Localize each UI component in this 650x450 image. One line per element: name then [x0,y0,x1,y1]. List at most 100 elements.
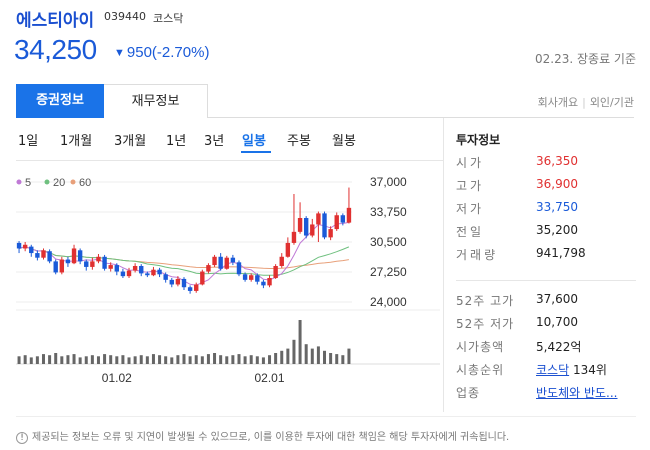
volume-bar [35,356,39,364]
period-monthly[interactable]: 월봉 [332,134,356,149]
candle-body [218,256,223,269]
volume-bar [115,356,119,364]
company-overview-link[interactable]: 회사개요 [537,96,579,109]
foreign-institution-link[interactable]: 외인/기관 [589,96,634,109]
candle-body [212,256,217,266]
volume-bar [231,355,235,364]
volume-bar [54,353,58,364]
moving-average-line [18,246,349,269]
candle-body [291,231,297,243]
volume-bar [206,354,210,364]
candle-body [273,266,278,278]
info-tabs: 증권정보 재무정보 회사개요 | 외인/기관 [16,84,634,118]
volume-bar [60,356,64,364]
candle-body [114,265,119,272]
volume-bar [66,355,70,364]
volume-bar [213,353,217,364]
invest-value: 코스닥 134위 [536,361,607,378]
invest-value-link[interactable]: 반도체와 반도... [536,386,618,400]
top-links: 회사개요 | 외인/기관 [538,94,634,110]
invest-title: 투자정보 [456,133,501,147]
invest-value: 반도체와 반도... [536,384,618,401]
candle-body [334,215,339,230]
period-daily[interactable]: 일봉 [242,134,266,149]
period-1d[interactable]: 1일 [18,134,39,149]
x-tick-label: 02.01 [255,371,285,385]
candle-body [322,213,327,238]
y-tick-label: 37,000 [370,175,407,189]
candle-body [16,242,22,249]
invest-value-link[interactable]: 코스닥 [536,363,570,377]
candle-body [279,256,284,266]
volume-bar [84,356,88,364]
disclaimer-text: 제공되는 정보는 오류 및 지연이 발생될 수 있으므로, 이를 이용한 투자에… [32,432,510,443]
candle-body [267,278,272,286]
footer-divider [16,416,636,417]
x-tick-label: 01.02 [102,371,132,385]
candle-body [22,244,28,249]
invest-value: 36,900 [536,177,578,191]
invest-label: 52주 저가 [456,317,515,331]
invest-value: 10,700 [536,315,578,329]
y-tick-label: 33,750 [370,205,407,219]
volume-bar [127,357,131,364]
period-1m[interactable]: 1개월 [60,134,93,149]
volume-bar [310,348,314,364]
invest-label: 52주 고가 [456,294,515,308]
candle-body [303,218,309,236]
volume-bar [219,355,223,364]
volume-bar [41,354,45,364]
invest-value: 33,750 [536,200,578,214]
tab-securities-info[interactable]: 증권정보 [16,84,104,118]
volume-bar [139,355,143,364]
candle-body [145,273,150,276]
candle-body [230,257,236,263]
volume-bar [280,350,284,364]
candle-body [47,251,52,262]
period-3m[interactable]: 3개월 [114,134,147,149]
volume-bar [164,356,168,364]
invest-row: 고가 36,900 [456,177,636,197]
invest-label: 전일 [456,225,485,239]
volume-bar [274,353,278,364]
volume-bar [48,355,52,364]
candle-body [53,261,58,273]
candle-body [59,259,65,273]
candle-body [200,271,205,285]
volume-bar [145,356,149,364]
disclaimer: ! 제공되는 정보는 오류 및 지연이 발생될 수 있으므로, 이를 이용한 투자… [16,428,509,444]
volume-bar [90,355,94,364]
invest-row: 시총순위 코스닥 134위 [456,361,636,381]
legend-dot [44,179,50,185]
candle-body [108,265,113,269]
candle-body [96,256,101,262]
legend-label: 20 [53,177,65,189]
invest-label: 거래량 [456,248,499,262]
candle-body [77,250,83,262]
volume-bar [347,348,351,364]
candle-body [29,246,34,254]
period-3y[interactable]: 3년 [204,134,225,149]
invest-row: 거래량 941,798 [456,246,636,266]
volume-bar [151,354,155,364]
candle-body [187,287,193,291]
invest-value: 37,600 [536,292,578,306]
candle-body [126,270,132,277]
candle-body [316,213,321,225]
invest-value: 5,422억 [536,340,582,354]
legend-dot [16,179,22,185]
candle-body [175,278,181,285]
candle-body [35,253,40,258]
price-chart[interactable]: 37,000 33,750 30,500 27,250 24,000 5 20 60 01.02… [0,160,440,390]
candle-body [249,275,254,280]
candle-body [84,261,89,267]
period-1y[interactable]: 1년 [166,134,187,149]
candle-body [163,274,168,280]
invest-value: 35,200 [536,223,578,237]
invest-label: 시총순위 [456,363,505,377]
volume-bar [286,348,290,364]
tab-financial-info[interactable]: 재무정보 [104,84,208,118]
invest-label: 시가 [456,156,485,170]
period-weekly[interactable]: 주봉 [287,134,311,149]
candle-body [151,269,156,276]
